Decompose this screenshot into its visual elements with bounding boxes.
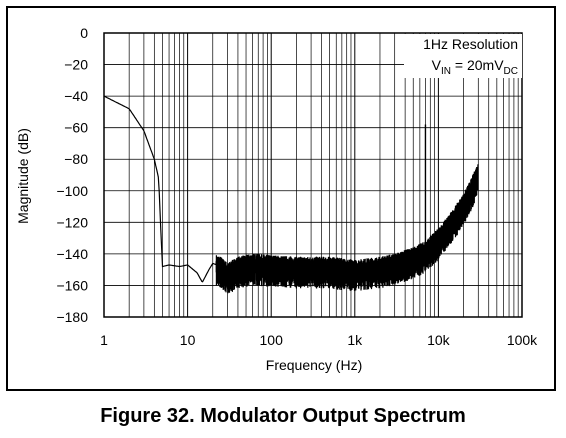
annotation-line-2: VIN = 20mVDC: [432, 57, 518, 77]
x-tick-label: 10k: [427, 332, 451, 348]
annotation-v: V: [432, 57, 442, 73]
y-tick-label: −120: [56, 214, 88, 230]
x-tick-label: 1k: [347, 332, 363, 348]
x-axis-label: Frequency (Hz): [266, 357, 362, 373]
y-tick-label: −180: [56, 309, 88, 325]
y-tick-label: −140: [56, 246, 88, 262]
spectrum-trace: [103, 95, 479, 294]
annotation-equals: = 20mV: [451, 57, 504, 73]
annotation-box: [404, 34, 522, 78]
modulator-spectrum-chart: 0 −20 −40 −60 −80 −100 −120 −140 −160 −180 1 10 100…: [15, 25, 538, 373]
y-tick-labels: 0 −20 −40 −60 −80 −100 −120 −140 −160 −180: [56, 25, 88, 325]
y-tick-label: −20: [64, 57, 88, 73]
x-tick-labels: 1 10 100 1k 10k 100k: [100, 332, 538, 348]
plot-border: [103, 32, 523, 318]
y-tick-label: −40: [64, 88, 88, 104]
x-tick-label: 100: [260, 332, 284, 348]
annotation-sub-dc: DC: [504, 66, 518, 77]
x-tick-label: 10: [180, 332, 196, 348]
y-tick-label: −100: [56, 183, 88, 199]
y-tick-label: −80: [64, 151, 88, 167]
y-tick-label: −60: [64, 120, 88, 136]
y-tick-label: −160: [56, 277, 88, 293]
y-tick-label: 0: [80, 25, 88, 41]
annotation-sub-in: IN: [441, 66, 451, 77]
annotation-line-1: 1Hz Resolution: [423, 36, 518, 52]
figure-frame: [6, 6, 556, 391]
x-tick-label: 100k: [507, 332, 538, 348]
y-axis-label: Magnitude (dB): [15, 128, 31, 224]
figure-caption: Figure 32. Modulator Output Spectrum: [100, 405, 466, 427]
data-layer: [103, 95, 479, 294]
x-tick-label: 1: [100, 332, 108, 348]
